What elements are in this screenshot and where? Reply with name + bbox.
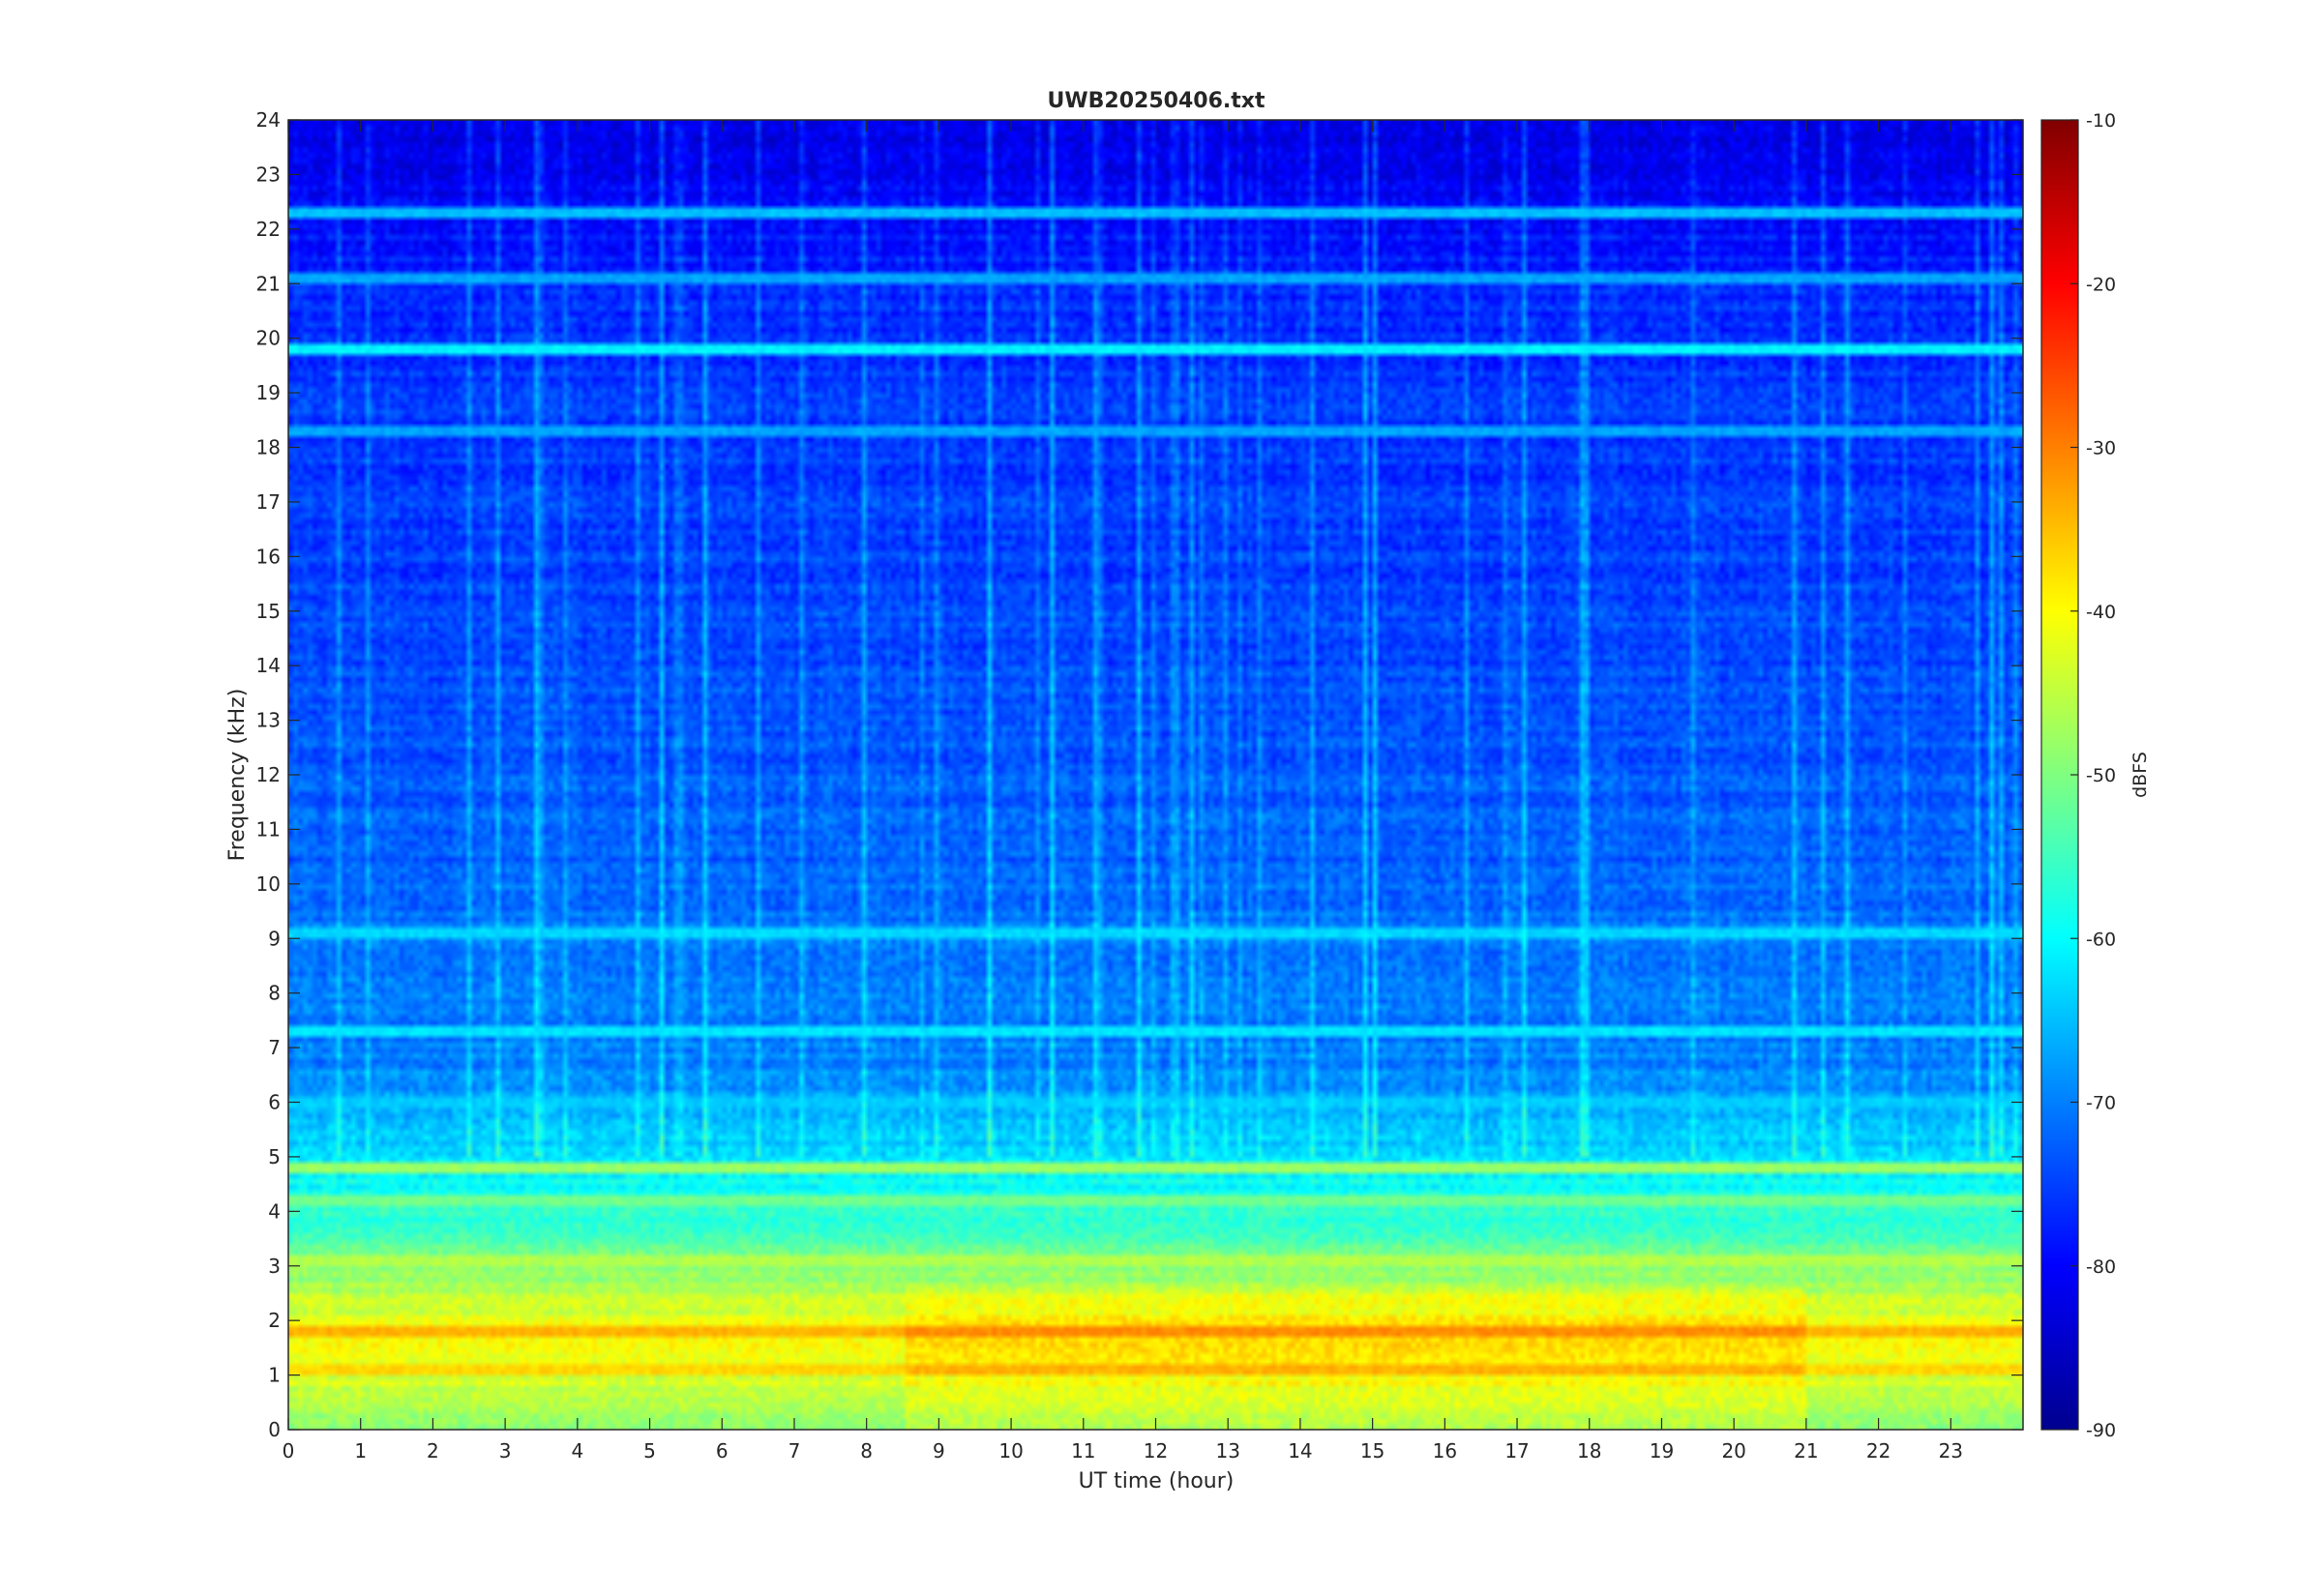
colorbar-tick-label: -10 <box>2086 110 2116 132</box>
x-tick-label: 6 <box>716 1439 729 1463</box>
x-tick-label: 19 <box>1650 1439 1674 1463</box>
y-tick-label: 18 <box>256 436 281 459</box>
y-tick-label: 10 <box>256 872 281 896</box>
y-tick-label: 17 <box>256 490 281 514</box>
y-tick-label: 6 <box>268 1091 281 1114</box>
y-tick-label: 1 <box>268 1364 281 1387</box>
y-tick-label: 12 <box>256 763 281 786</box>
colorbar-label: dBFS <box>2129 752 2151 798</box>
colorbar-ticks: -90 -80 -70 -60 -50 -40 -30 -20 -10 <box>2070 110 2116 1441</box>
y-tick-label: 0 <box>268 1418 281 1441</box>
x-tick-label: 20 <box>1721 1439 1745 1463</box>
colorbar-tick-label: -80 <box>2086 1256 2116 1278</box>
y-tick-label: 15 <box>256 600 281 623</box>
y-tick-label: 2 <box>268 1309 281 1332</box>
x-tick-label: 17 <box>1504 1439 1529 1463</box>
x-axis-label: UT time (hour) <box>1079 1469 1235 1493</box>
y-tick-label: 23 <box>256 163 281 186</box>
y-tick-label: 7 <box>268 1036 281 1059</box>
x-tick-label: 13 <box>1215 1439 1239 1463</box>
x-tick-label: 2 <box>427 1439 439 1463</box>
x-tick-label: 7 <box>789 1439 801 1463</box>
x-tick-label: 3 <box>499 1439 512 1463</box>
colorbar-tick-label: -40 <box>2086 602 2116 623</box>
x-tick-label: 16 <box>1433 1439 1457 1463</box>
y-tick-label: 22 <box>256 218 281 241</box>
y-axis-label: Frequency (kHz) <box>225 689 250 862</box>
y-tick-label: 4 <box>268 1199 281 1223</box>
colorbar-tick-label: -20 <box>2086 274 2116 295</box>
colorbar-tick-label: -50 <box>2086 765 2116 786</box>
x-tick-label: 4 <box>571 1439 583 1463</box>
x-tick-label: 12 <box>1144 1439 1168 1463</box>
x-tick-label: 14 <box>1288 1439 1312 1463</box>
colorbar-tick-label: -90 <box>2086 1420 2116 1441</box>
x-tick-label: 5 <box>643 1439 656 1463</box>
x-tick-label: 21 <box>1794 1439 1818 1463</box>
colorbar-tick-label: -70 <box>2086 1093 2116 1114</box>
x-tick-label: 11 <box>1071 1439 1095 1463</box>
y-tick-label: 14 <box>256 654 281 677</box>
x-tick-label: 0 <box>283 1439 295 1463</box>
y-tick-label: 8 <box>268 982 281 1005</box>
x-tick-label: 8 <box>860 1439 873 1463</box>
y-tick-label: 19 <box>256 381 281 404</box>
x-tick-label: 18 <box>1577 1439 1601 1463</box>
x-tick-label: 23 <box>1939 1439 1963 1463</box>
colorbar-tick-label: -60 <box>2086 929 2116 950</box>
x-tick-label: 1 <box>354 1439 367 1463</box>
y-tick-label: 5 <box>268 1145 281 1168</box>
y-tick-label: 16 <box>256 545 281 568</box>
x-tick-label: 9 <box>933 1439 945 1463</box>
chart-title: UWB20250406.txt <box>1048 89 1265 113</box>
y-tick-label: 9 <box>268 927 281 950</box>
x-tick-label: 15 <box>1360 1439 1384 1463</box>
x-tick-label: 10 <box>998 1439 1023 1463</box>
y-tick-label: 21 <box>256 272 281 295</box>
y-tick-label: 24 <box>256 108 281 132</box>
x-axis-ticks: 0 1 2 3 4 5 6 7 8 9 10 11 12 13 14 15 16 17 18 19 20 21 22 23 <box>283 120 1963 1463</box>
y-tick-label: 11 <box>256 817 281 841</box>
spectrogram-heatmap <box>288 120 2023 1430</box>
y-tick-label: 13 <box>256 709 281 732</box>
y-tick-label: 20 <box>256 327 281 350</box>
x-tick-label: 22 <box>1866 1439 1890 1463</box>
y-tick-label: 3 <box>268 1255 281 1278</box>
colorbar-tick-label: -30 <box>2086 438 2116 459</box>
